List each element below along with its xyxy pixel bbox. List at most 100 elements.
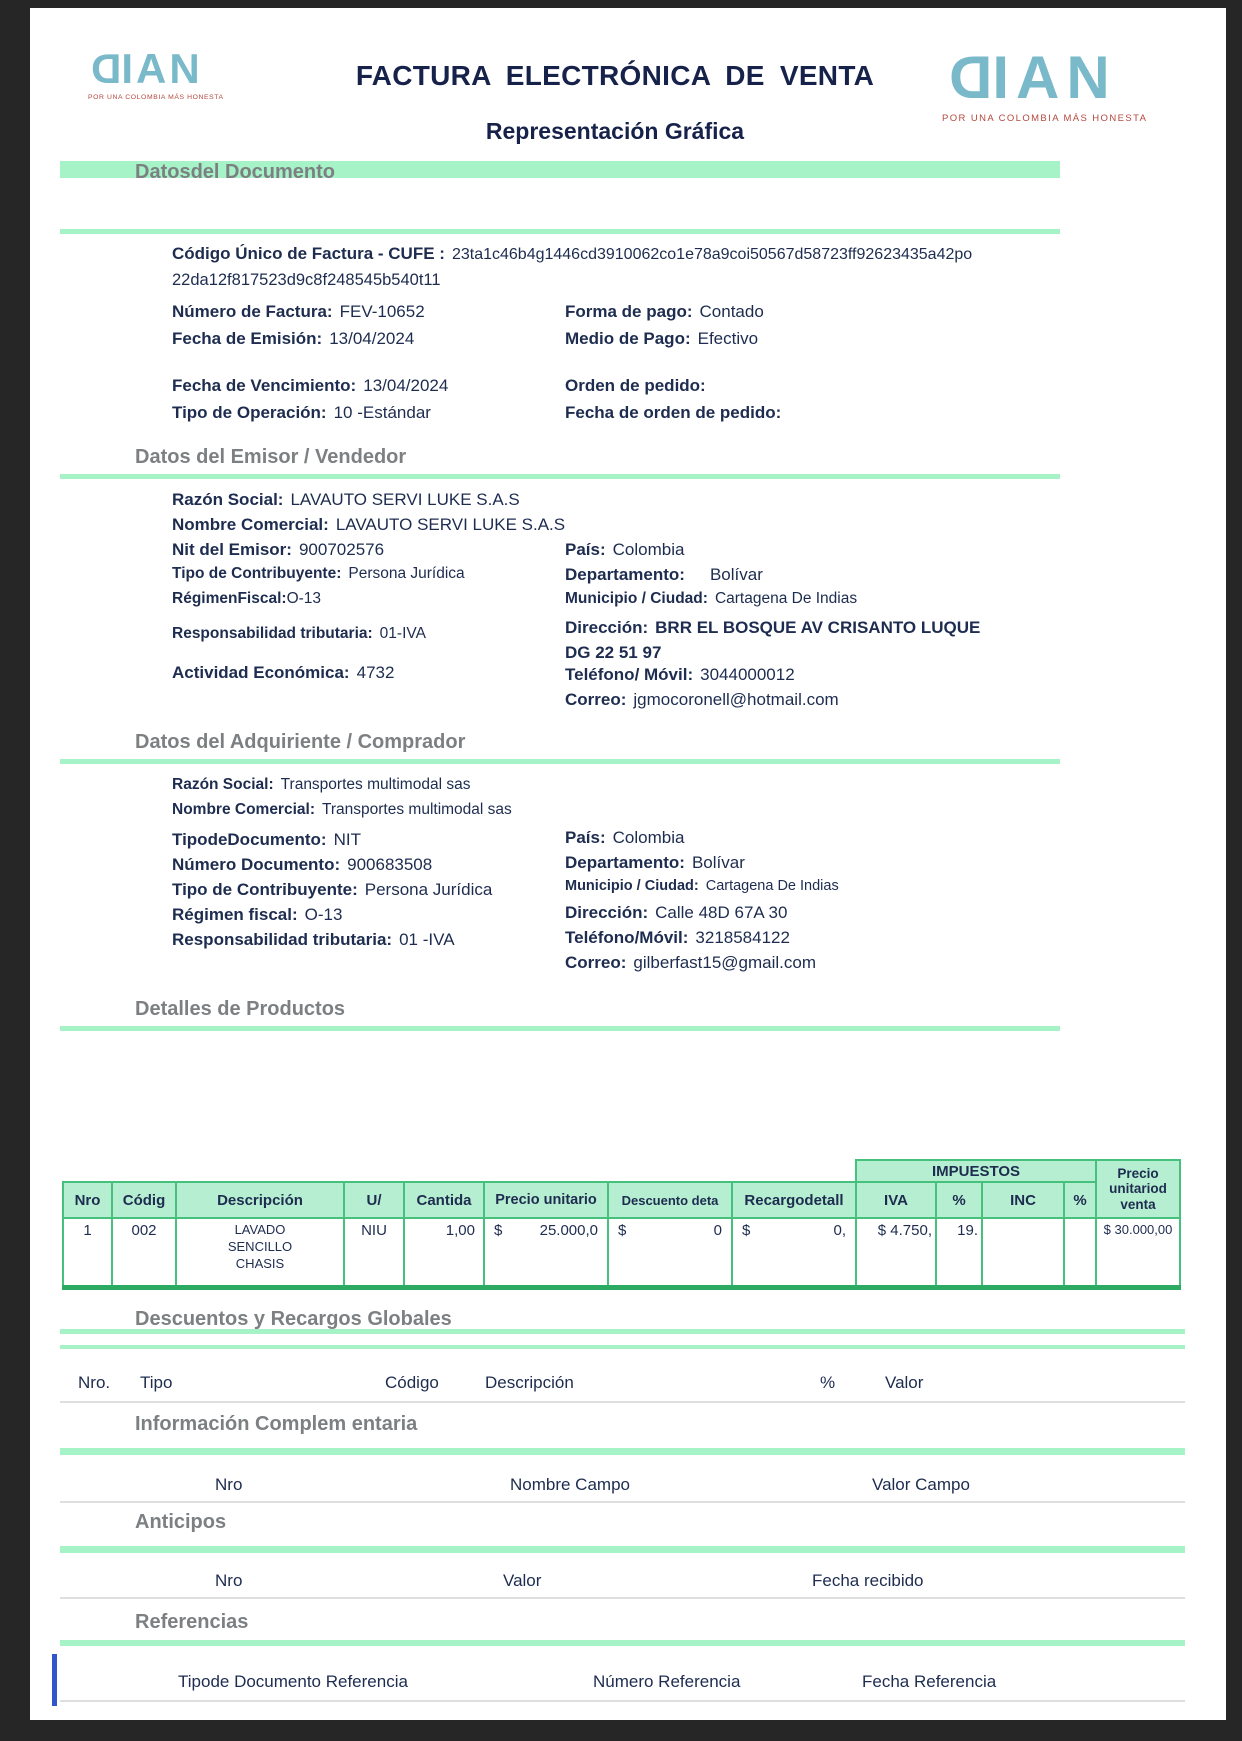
cell-iva-pct: 19.	[935, 1217, 983, 1290]
dian-letter-d: D	[942, 44, 993, 111]
col-descuento: Descuento deta	[607, 1181, 733, 1219]
referencias-headers: Tipode Documento Referencia Número Refer…	[60, 1672, 1190, 1694]
adquiriente-fields: Razón Social: Transportes multimodal sas …	[60, 776, 1190, 978]
field-numero-factura: Número de Factura: FEV-10652	[172, 302, 425, 321]
divider	[60, 1401, 1185, 1403]
section-info-title: Información Complem entaria	[135, 1413, 418, 1435]
section-adquiriente: Datos del Adquiriente / Comprador	[60, 731, 1190, 764]
field-responsabilidad-tributaria: Responsabilidad tributaria: 01 -IVA	[172, 930, 455, 949]
document-fields: Número de Factura: FEV-10652 Forma de pag…	[172, 298, 1190, 426]
col-valor: Valor	[885, 1373, 924, 1392]
field-tipo-documento: TipodeDocumento: NIT	[172, 830, 361, 849]
mint-rule	[60, 1345, 1185, 1349]
col-fecha-recibido: Fecha recibido	[812, 1571, 924, 1590]
cufe-line: Código Único de Factura - CUFE : 23ta1c46…	[172, 244, 1190, 264]
invoice-page: DIAN POR UNA COLOMBIA MÁS HONESTA FACTUR…	[30, 8, 1226, 1720]
col-numero-referencia: Número Referencia	[593, 1672, 741, 1691]
anticipos-headers: Nro Valor Fecha recibido	[60, 1571, 1190, 1593]
col-tipo-doc-referencia: Tipode Documento Referencia	[178, 1672, 408, 1691]
col-precio-venta: Precio unitariod venta	[1095, 1159, 1182, 1219]
impuestos-group-row: IMPUESTOS Precio unitariod venta	[63, 1159, 1182, 1219]
cell-nro: 1	[62, 1217, 113, 1290]
col-precio-unitario: Precio unitario	[483, 1181, 609, 1219]
field-razon-social: Razón Social: LAVAUTO SERVI LUKE S.A.S	[172, 490, 520, 509]
divider	[60, 1700, 1185, 1702]
mint-rule	[60, 1546, 1185, 1553]
col-codigo: Código	[385, 1373, 439, 1392]
section-productos: Detalles de Productos	[60, 998, 1190, 1031]
field-orden-pedido: Orden de pedido:	[565, 376, 706, 395]
mint-rule	[60, 1448, 1185, 1455]
field-fecha-vencimiento: Fecha de Vencimiento: 13/04/2024	[172, 376, 449, 395]
field-municipio: Municipio / Ciudad: Cartagena De Indias	[565, 878, 839, 894]
table-spacer	[63, 1160, 856, 1182]
col-um: U/	[343, 1181, 405, 1219]
page-edge-mark	[52, 1654, 57, 1706]
section-title: Datos del Emisor / Vendedor	[135, 446, 407, 468]
cell-cantidad: 1,00	[403, 1217, 485, 1290]
descuentos-headers: Nro. Tipo Código Descripción % Valor	[60, 1373, 1190, 1395]
cell-iva: $ 4.750,	[855, 1217, 937, 1290]
cell-precio-unitario: $25.000,0	[483, 1217, 609, 1290]
divider	[60, 1597, 1185, 1599]
table-row: 1 002 LAVADO SENCILLO CHASIS NIU 1,00 $2…	[62, 1217, 1182, 1290]
col-cantidad: Cantida	[403, 1181, 485, 1219]
field-correo: Correo: jgmocoronell@hotmail.com	[565, 690, 839, 709]
col-codigo: Códig	[111, 1181, 177, 1219]
cell-um: NIU	[343, 1217, 405, 1290]
emisor-right-column: País: Colombia Departamento: Bolívar Munic…	[565, 540, 1190, 715]
field-tipo-contribuyente: Tipo de Contribuyente: Persona Jurídica	[172, 880, 493, 899]
section-emisor: Datos del Emisor / Vendedor	[60, 446, 1190, 479]
cell-descripcion: LAVADO SENCILLO CHASIS	[175, 1217, 345, 1290]
col-nro: Nro	[215, 1475, 243, 1494]
cell-recargo: $0,	[731, 1217, 857, 1290]
field-responsabilidad-tributaria: Responsabilidad tributaria: 01-IVA	[172, 625, 426, 642]
header: DIAN POR UNA COLOMBIA MÁS HONESTA FACTUR…	[60, 8, 1190, 145]
page-title: FACTURA ELECTRÓNICA DE VENTA	[355, 60, 875, 91]
page-subtitle: Representación Gráfica	[485, 118, 745, 144]
field-telefono: Teléfono/Móvil: 3218584122	[565, 928, 790, 947]
field-nombre-comercial: Nombre Comercial: LAVAUTO SERVI LUKE S.A.…	[172, 515, 566, 534]
field-actividad-economica: Actividad Económica: 4732	[172, 663, 395, 682]
cell-inc-pct	[1062, 1217, 1098, 1290]
section-datos-documento: Datosdel Documento	[60, 161, 1190, 183]
section-title: Datosdel Documento	[135, 161, 336, 183]
table-header-row: Nro Códig Descripción U/ Cantida Precio …	[62, 1181, 1180, 1219]
col-recargo: Recargodetall	[731, 1181, 857, 1219]
dian-logo-text: DIAN	[942, 44, 1182, 111]
field-fecha-emision: Fecha de Emisión: 13/04/2024	[172, 329, 415, 348]
field-regimen-fiscal: RégimenFiscal:O-13	[172, 590, 322, 607]
section-referencias-title: Referencias	[135, 1611, 249, 1633]
field-razon-social: Razón Social: Transportes multimodal sas	[172, 776, 471, 793]
field-direccion: Dirección: Calle 48D 67A 30	[565, 903, 788, 922]
dian-letter-d: D	[88, 45, 122, 92]
col-valor-campo: Valor Campo	[872, 1475, 970, 1494]
mint-rule	[60, 229, 1060, 234]
field-telefono: Teléfono/ Móvil: 3044000012	[565, 665, 795, 684]
adquiriente-right-column: País: Colombia Departamento: Bolívar Munic…	[565, 828, 1190, 978]
col-nro: Nro.	[78, 1373, 111, 1392]
section-title: Datos del Adquiriente / Comprador	[135, 731, 466, 753]
info-headers: Nro Nombre Campo Valor Campo	[60, 1475, 1190, 1497]
field-regimen-fiscal: Régimen fiscal: O-13	[172, 905, 343, 924]
field-nombre-comercial: Nombre Comercial: Transportes multimodal …	[172, 801, 512, 818]
field-departamento: Departamento: Bolívar	[565, 853, 745, 872]
section-anticipos-title: Anticipos	[135, 1511, 227, 1533]
divider	[60, 1501, 1185, 1503]
section-descuentos-title: Descuentos y Recargos Globales	[135, 1308, 452, 1330]
cell-precio-venta: $ 30.000,00	[1095, 1217, 1182, 1290]
mint-rule	[60, 1640, 1185, 1646]
cufe-label: Código Único de Factura - CUFE :	[172, 244, 445, 263]
dian-logo-text: DIAN	[88, 45, 288, 92]
productos-table: IMPUESTOS Precio unitariod venta Nro Cód…	[62, 1159, 1182, 1290]
cell-inc	[981, 1217, 1065, 1290]
cufe-value: 23ta1c46b4g1446cd3910062co1e78a9coi50567…	[451, 246, 973, 263]
col-inc: INC	[981, 1181, 1065, 1219]
mint-rule	[60, 759, 1060, 764]
col-nro: Nro	[215, 1571, 243, 1590]
field-departamento: Departamento: Bolívar	[565, 565, 763, 584]
field-municipio: Municipio / Ciudad: Cartagena De Indias	[565, 590, 858, 607]
field-correo: Correo: gilberfast15@gmail.com	[565, 953, 817, 972]
col-iva-pct: %	[935, 1181, 983, 1219]
adquiriente-left-column: Razón Social: Transportes multimodal sas …	[172, 776, 565, 978]
